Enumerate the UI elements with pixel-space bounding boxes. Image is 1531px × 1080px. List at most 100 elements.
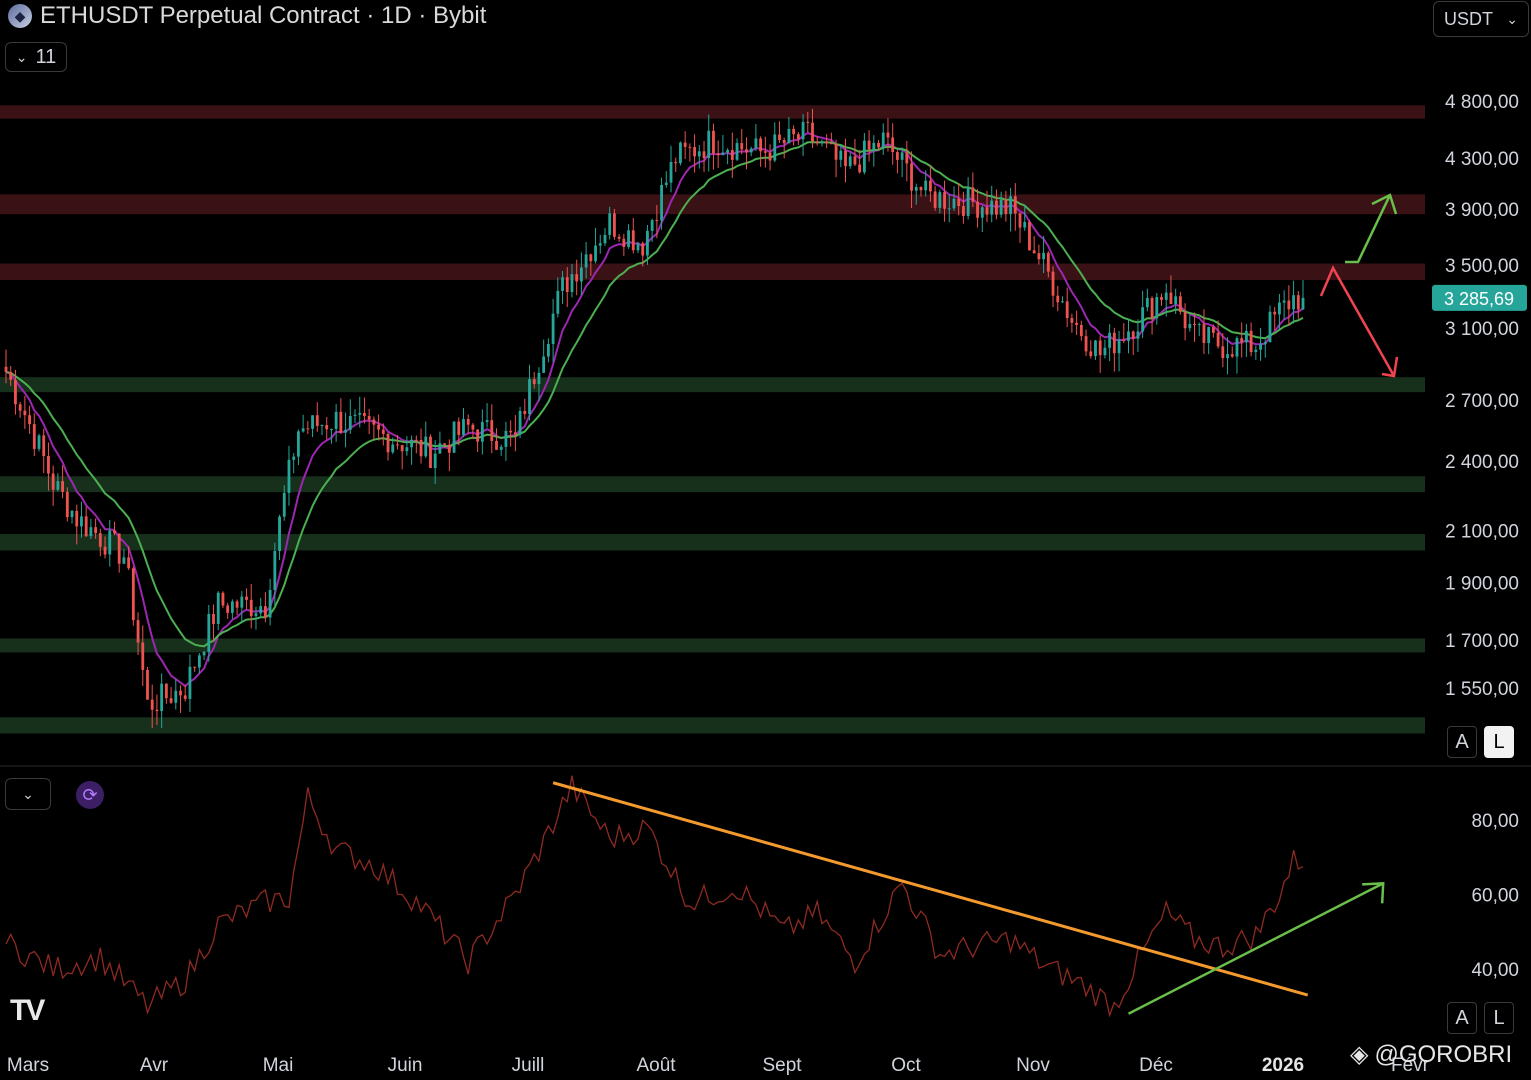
rsi-collapse-button[interactable]: ⌄ xyxy=(5,778,51,810)
candle-body xyxy=(1112,332,1116,354)
candle-body xyxy=(631,230,635,251)
candle-body xyxy=(1150,298,1154,319)
candle-body xyxy=(815,141,819,144)
refresh-icon[interactable]: ⟳ xyxy=(76,781,104,809)
candle-body xyxy=(1244,330,1248,343)
candle-body xyxy=(565,277,569,293)
time-tick-label: Juin xyxy=(388,1055,423,1076)
candle-body xyxy=(75,510,79,527)
candle-body xyxy=(726,149,730,153)
candle-body xyxy=(834,143,838,160)
candle-body xyxy=(504,430,508,447)
candle-body xyxy=(730,149,734,160)
time-tick-label: Mai xyxy=(263,1055,294,1076)
candle-body xyxy=(400,445,404,452)
candle-body xyxy=(707,130,711,159)
candle-body xyxy=(193,666,197,668)
sr-zones xyxy=(0,105,1425,734)
candle-body xyxy=(579,267,583,282)
auto-scale-button-rsi[interactable]: A xyxy=(1447,1002,1477,1034)
candle-body xyxy=(499,446,503,450)
candle-body xyxy=(70,510,74,518)
candle-body xyxy=(556,290,560,314)
candle-body xyxy=(1211,327,1215,333)
rsi-trendline xyxy=(552,781,1309,997)
candle-body xyxy=(825,141,829,144)
binance-icon: ◈ xyxy=(1350,1041,1369,1068)
candle-body xyxy=(1221,346,1225,359)
candle-body xyxy=(320,425,324,427)
candle-body xyxy=(1202,324,1206,344)
red-down-arrow-line xyxy=(1319,265,1396,377)
candle-body xyxy=(1263,342,1267,344)
price-tick-label: 4 800,00 xyxy=(1445,92,1519,113)
ma-slow-line xyxy=(5,141,1304,648)
candle-body xyxy=(683,142,687,147)
candle-body xyxy=(872,142,876,150)
candle-body xyxy=(1127,331,1130,341)
candle-body xyxy=(348,415,352,430)
tradingview-logo: TV xyxy=(10,994,45,1028)
candle-body xyxy=(1084,336,1088,352)
candle-body xyxy=(641,243,645,256)
time-tick-label: Sept xyxy=(762,1055,802,1076)
candlestick-series xyxy=(4,108,1305,729)
candle-body xyxy=(900,152,904,160)
candle-body xyxy=(754,138,758,149)
candle-body xyxy=(23,410,27,416)
candle-body xyxy=(886,132,890,138)
candle-body xyxy=(650,220,654,231)
candle-body xyxy=(740,143,744,150)
candle-body xyxy=(372,419,376,425)
candle-body xyxy=(230,601,234,613)
candle-body xyxy=(1018,213,1022,228)
price-tick-label: 2 400,00 xyxy=(1445,452,1519,473)
candle-body xyxy=(679,142,682,164)
candle-body xyxy=(1160,297,1163,300)
candle-body xyxy=(169,698,173,703)
candle-body xyxy=(65,491,69,518)
candle-body xyxy=(301,428,305,432)
candle-body xyxy=(608,213,612,235)
candle-body xyxy=(183,695,187,699)
candle-body xyxy=(513,432,517,435)
candle-body xyxy=(1089,351,1093,357)
candle-body xyxy=(1278,302,1281,315)
last-price-label: 3 285,69 xyxy=(1444,289,1514,309)
time-tick-label: Avr xyxy=(140,1055,169,1076)
indicators-toggle-button[interactable]: ⌄ 11 xyxy=(5,42,67,72)
log-scale-button[interactable]: L xyxy=(1484,726,1514,758)
currency-label: USDT xyxy=(1444,8,1493,29)
candle-body xyxy=(862,140,866,173)
chevron-down-icon: ⌄ xyxy=(22,785,34,802)
candle-body xyxy=(853,156,857,165)
candle-body xyxy=(381,429,385,434)
candle-body xyxy=(933,191,937,208)
currency-select[interactable]: USDT ⌄ xyxy=(1433,1,1529,37)
log-scale-button-rsi[interactable]: L xyxy=(1484,1002,1514,1034)
chart-title: ◆ ETHUSDT Perpetual Contract · 1D · Bybi… xyxy=(8,2,486,30)
candle-body xyxy=(594,245,597,262)
price-tick-label: 1 700,00 xyxy=(1445,631,1519,652)
candle-body xyxy=(702,151,706,159)
candle-body xyxy=(80,516,83,527)
candle-body xyxy=(1301,297,1305,310)
candle-body xyxy=(1023,221,1027,228)
rsi-line xyxy=(5,775,1304,1018)
candle-body xyxy=(1136,331,1140,339)
auto-scale-button[interactable]: A xyxy=(1447,726,1477,758)
candle-body xyxy=(273,551,277,590)
candle-body xyxy=(546,344,550,357)
candle-body xyxy=(735,143,739,160)
candle-body xyxy=(561,277,564,291)
green-up-arrow-head xyxy=(1371,193,1398,215)
candle-body xyxy=(1287,300,1291,310)
chevron-down-icon: ⌄ xyxy=(15,48,28,65)
candle-body xyxy=(551,313,555,345)
candle-body xyxy=(325,425,329,430)
candle-body xyxy=(976,201,979,218)
candle-body xyxy=(56,481,60,490)
candle-body xyxy=(518,411,522,435)
candle-body xyxy=(1070,318,1074,323)
